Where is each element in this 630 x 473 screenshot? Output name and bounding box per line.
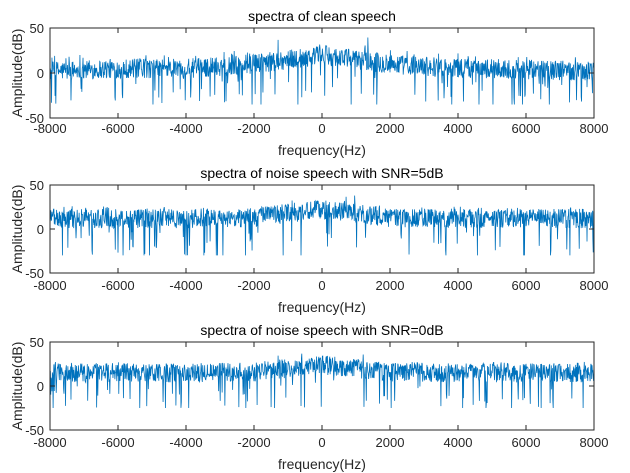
subplot-3: -8000 -6000 -4000 -2000 0 2000 4000 6000 8000 -50… <box>9 322 608 472</box>
x-tick-label: 4000 <box>444 121 473 136</box>
x-tick-label: -6000 <box>101 435 134 450</box>
spectrum-line <box>50 353 594 409</box>
y-tick-label: -50 <box>25 111 44 126</box>
x-tick-label: 6000 <box>512 278 541 293</box>
x-tick-label: -8000 <box>33 435 66 450</box>
x-tick-label: -4000 <box>169 435 202 450</box>
y-axis-label: Amplitude(dB) <box>9 342 25 431</box>
y-axis-label: Amplitude(dB) <box>9 29 25 118</box>
x-tick-label: 4000 <box>444 435 473 450</box>
x-tick-label: -2000 <box>237 278 270 293</box>
x-axis-label: frequency(Hz) <box>278 456 366 472</box>
x-tick-label: 2000 <box>376 121 405 136</box>
x-tick-label: 6000 <box>512 121 541 136</box>
x-tick-label: 8000 <box>580 278 609 293</box>
y-tick-label: 50 <box>30 21 44 36</box>
x-tick-label: 6000 <box>512 435 541 450</box>
x-tick-label: 0 <box>318 121 325 136</box>
axes-frame <box>49 341 595 431</box>
x-tick-label: 0 <box>318 435 325 450</box>
y-tick-label: -50 <box>25 266 44 281</box>
y-tick-label: 50 <box>30 178 44 193</box>
x-tick-label: 8000 <box>580 435 609 450</box>
subplot-2: -8000 -6000 -4000 -2000 0 2000 4000 6000 8000 -50… <box>9 165 608 315</box>
chart-title: spectra of noise speech with SNR=5dB <box>200 165 443 181</box>
x-tick-label: 2000 <box>376 278 405 293</box>
x-tick-label: -8000 <box>33 121 66 136</box>
x-tick-label: -2000 <box>237 435 270 450</box>
y-tick-label: 0 <box>37 222 44 237</box>
x-tick-label: 4000 <box>444 278 473 293</box>
y-tick-label: 0 <box>37 379 44 394</box>
x-tick-label: 2000 <box>376 435 405 450</box>
x-tick-label: -6000 <box>101 278 134 293</box>
x-axis-label: frequency(Hz) <box>278 299 366 315</box>
subplot-1: -8000 -6000 -4000 -2000 0 2000 4000 6000 8000 -50… <box>9 8 608 158</box>
y-axis-label: Amplitude(dB) <box>9 185 25 274</box>
y-tick-label: 0 <box>37 66 44 81</box>
y-tick-label: -50 <box>25 423 44 438</box>
x-tick-label: 0 <box>318 278 325 293</box>
chart-title: spectra of noise speech with SNR=0dB <box>200 322 443 338</box>
x-tick-label: -4000 <box>169 121 202 136</box>
x-tick-label: -6000 <box>101 121 134 136</box>
x-tick-label: -8000 <box>33 278 66 293</box>
x-tick-label: 8000 <box>580 121 609 136</box>
x-tick-label: -2000 <box>237 121 270 136</box>
x-tick-label: -4000 <box>169 278 202 293</box>
spectrum-line <box>50 37 594 105</box>
chart-title: spectra of clean speech <box>248 8 396 24</box>
y-tick-label: 50 <box>30 335 44 350</box>
spectrum-line <box>50 195 594 256</box>
x-axis-label: frequency(Hz) <box>278 142 366 158</box>
